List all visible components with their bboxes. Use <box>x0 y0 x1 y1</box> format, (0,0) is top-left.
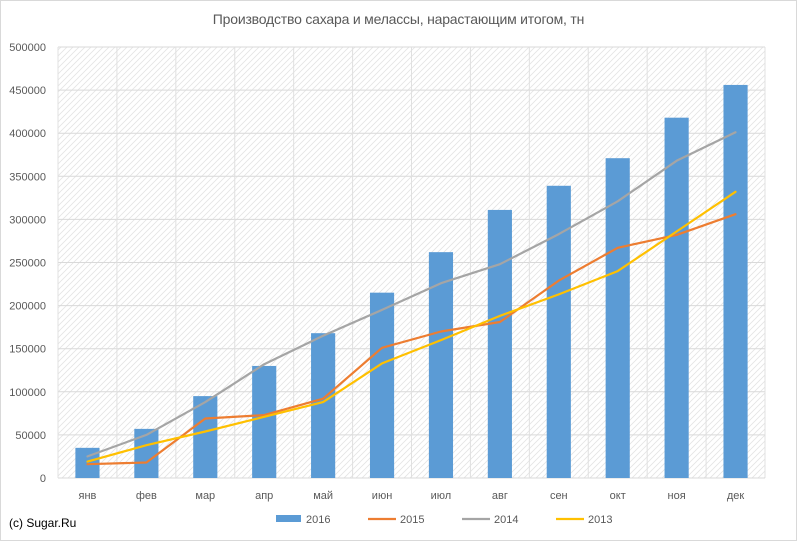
bar-2016 <box>723 84 748 478</box>
y-tick-label: 50000 <box>15 430 46 442</box>
x-tick-label: апр <box>255 490 273 502</box>
y-tick-label: 250000 <box>9 258 46 270</box>
y-tick-label: 100000 <box>9 387 46 399</box>
copyright-text: (c) Sugar.Ru <box>9 516 77 530</box>
x-tick-label: окт <box>610 490 626 502</box>
x-tick-label: май <box>313 490 333 502</box>
legend-item-2015: 2015 <box>368 514 424 526</box>
y-tick-label: 500000 <box>9 42 46 54</box>
bar-2016 <box>428 252 454 478</box>
y-tick-label: 200000 <box>9 301 46 313</box>
legend-label: 2013 <box>588 514 612 526</box>
x-tick-label: фев <box>136 490 157 502</box>
y-tick-label: 400000 <box>9 128 46 140</box>
line-series-2013 <box>86 190 737 463</box>
y-tick-label: 300000 <box>9 214 46 226</box>
x-tick-label: ноя <box>668 490 686 502</box>
line-series-2014 <box>86 131 737 458</box>
legend-swatch <box>276 515 301 522</box>
bar-2016 <box>311 333 336 478</box>
x-tick-label: июн <box>372 490 392 502</box>
x-tick-label: сен <box>550 490 568 502</box>
bar-2016 <box>134 428 159 478</box>
y-tick-label: 350000 <box>9 171 46 183</box>
x-tick-label: дек <box>727 490 745 502</box>
y-tick-label: 450000 <box>9 85 46 97</box>
x-tick-label: июл <box>431 490 452 502</box>
x-tick-label: авг <box>492 490 508 502</box>
bar-2016 <box>193 396 218 478</box>
bar-2016 <box>252 365 277 478</box>
line-series-2015 <box>86 213 737 466</box>
x-tick-label: янв <box>79 490 97 502</box>
bar-2016 <box>664 117 689 479</box>
chart-title: Производство сахара и мелассы, нарастающ… <box>212 11 585 27</box>
legend-item-2014: 2014 <box>462 514 518 526</box>
y-tick-label: 150000 <box>9 344 46 356</box>
bar-2016 <box>487 209 512 478</box>
legend-label: 2016 <box>306 514 330 526</box>
y-tick-label: 0 <box>40 473 46 485</box>
legend-item-2016: 2016 <box>276 514 330 526</box>
legend-label: 2014 <box>494 514 518 526</box>
legend-label: 2015 <box>400 514 424 526</box>
legend-item-2013: 2013 <box>556 514 612 526</box>
x-tick-label: мар <box>195 490 215 502</box>
bar-2016 <box>605 158 630 478</box>
bar-2016 <box>369 292 395 478</box>
